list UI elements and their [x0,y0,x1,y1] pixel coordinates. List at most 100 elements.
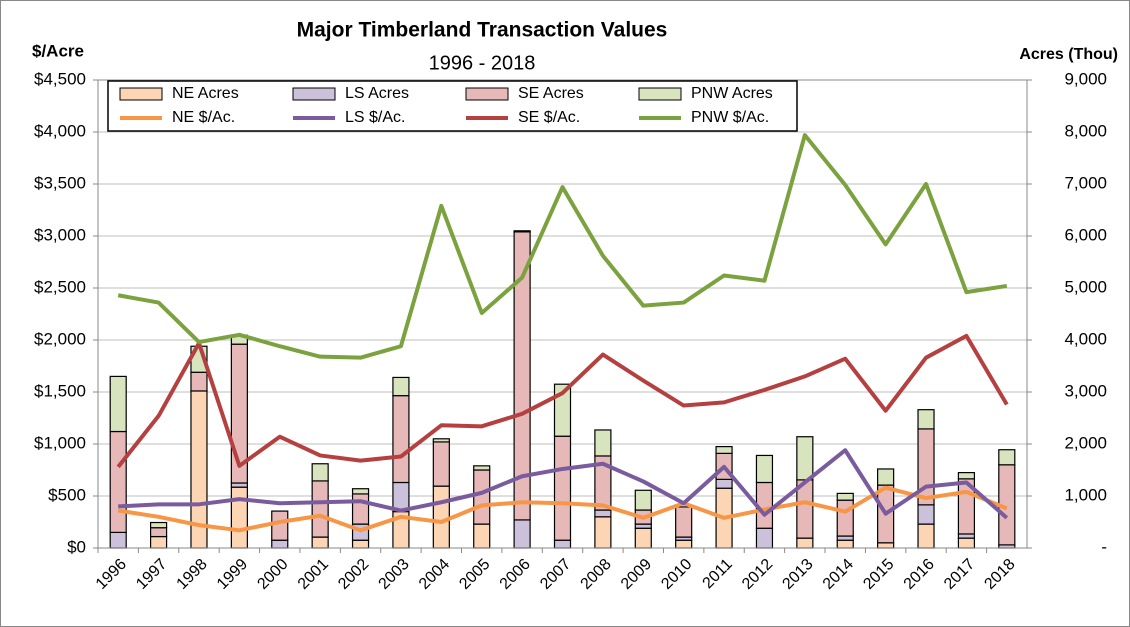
line-series [117,133,1008,360]
y2-tick-label: 6,000 [1064,225,1107,244]
bar-segment [351,488,370,495]
bar-segment [190,371,208,392]
bar-segment [432,485,450,549]
legend-swatch [292,87,336,101]
y-axis-label: $/Acre [32,41,84,60]
bar-segment [998,449,1016,466]
y2-axis-label: Acres (Thou) [1019,46,1118,63]
bar-segment [432,438,450,443]
line-series [118,448,1009,520]
plot-border [97,79,1028,549]
y2-tick-label: 2,000 [1064,433,1107,452]
y-tick-label: $3,000 [34,225,86,244]
legend-label: LS $/Ac. [345,109,405,126]
bar-segment [109,531,127,549]
y-tick-label: $4,500 [34,69,86,88]
y-tick-label: $1,000 [34,433,86,452]
bar-segment [634,527,652,549]
y-tick-label: $1,500 [34,381,86,400]
y-tick-label: $4,000 [34,121,86,140]
y-tick-label: $500 [48,485,86,504]
legend-label: SE Acres [518,85,584,102]
bar-segment [957,472,976,480]
legend-label: PNW $/Ac. [691,109,769,126]
bar-segment [634,523,652,529]
bar-segment [755,454,774,484]
y2-tick-label: 9,000 [1064,69,1107,88]
bar-segment [271,510,289,541]
bar-segment [513,519,531,549]
bar-segment [675,539,693,549]
bar-segment [594,429,612,457]
bar-segment [230,482,248,488]
bar-segment [432,441,450,487]
chart-title: Major Timberland Transaction Values [297,19,668,42]
bar-segment [109,375,127,433]
bar-segment [755,527,774,549]
bar-segment [917,504,935,525]
bar-segment [392,376,410,397]
bar-segment [957,533,976,539]
bar-segment [392,395,410,484]
line-series [117,485,1008,533]
bar-segment [109,430,127,533]
y2-tick-label: 8,000 [1064,121,1107,140]
bar-segment [877,468,895,486]
bar-segment [149,527,168,538]
y2-tick-label: - [1101,537,1107,556]
bar-segment [877,542,895,549]
legend-label: NE Acres [172,85,239,102]
bar-segment [675,506,693,538]
legend-label: PNW Acres [691,85,773,102]
bar-segment [351,539,370,549]
y2-tick-label: 1,000 [1064,485,1107,504]
bar-segment [351,493,370,525]
bar-segment [311,480,329,538]
y-tick-label: $2,000 [34,329,86,348]
bar-segment [796,537,814,549]
y2-tick-label: 7,000 [1064,173,1107,192]
bar-segment [311,536,329,549]
bar-segment [553,539,572,549]
bar-segment [836,535,854,541]
bar-segment [473,465,491,471]
bar-segment [836,492,854,501]
bar-segment [513,230,531,233]
bar-segment [715,478,733,489]
legend-box [107,80,798,132]
legend-swatch [465,87,509,101]
bar-segment [594,516,612,549]
legend-swatch [638,87,682,101]
y2-tick-label: 3,000 [1064,381,1107,400]
y-tick-label: $2,500 [34,277,86,296]
bar-segment [594,509,612,518]
bar-segment [715,446,733,454]
bar-segment [796,436,814,481]
bar-segment [634,489,652,511]
legend-swatch [119,87,163,101]
y-tick-label: $0 [67,537,86,556]
bar-segment [836,539,854,549]
bar-segment [836,499,854,537]
bar-segment [149,521,168,529]
y2-tick-label: 5,000 [1064,277,1107,296]
legend-label: NE $/Ac. [172,109,235,126]
legend-label: SE $/Ac. [518,109,580,126]
bar-segment [473,523,491,549]
bar-segment [917,409,935,430]
bar-segment [271,539,289,549]
bar-segment [311,463,329,482]
y-tick-label: $3,500 [34,173,86,192]
bar-segment [553,435,572,541]
chart-subtitle: 1996 - 2018 [429,52,536,74]
bar-segment [473,469,491,525]
line-series [116,333,1009,469]
bar-segment [917,523,935,549]
y2-tick-label: 4,000 [1064,329,1107,348]
bar-segment [917,428,935,506]
bar-segment [149,535,168,549]
legend-label: LS Acres [345,85,409,102]
bar-segment [957,537,976,549]
bar-segment [230,486,248,549]
